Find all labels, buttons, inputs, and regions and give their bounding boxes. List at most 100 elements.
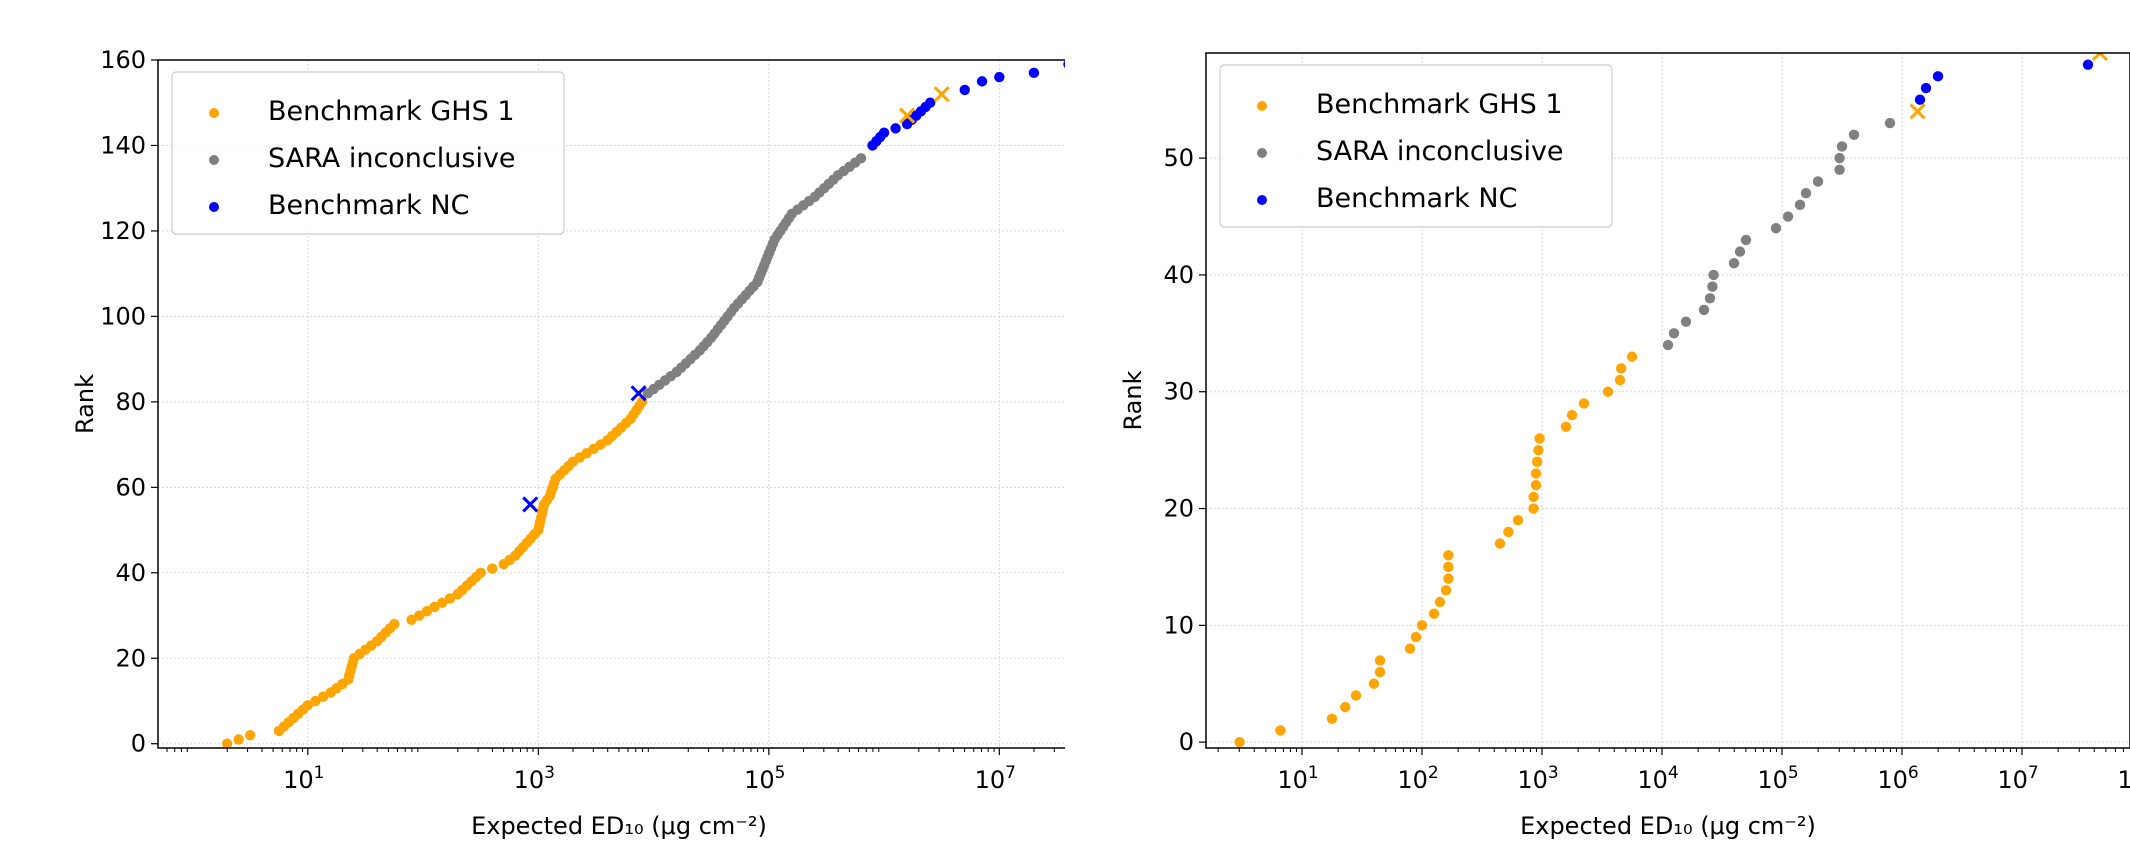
right-tick-label-y: 30 <box>1163 378 1194 406</box>
left-legend-label: Benchmark GHS 1 <box>268 96 515 127</box>
right-tick-label-y: 0 <box>1179 728 1194 756</box>
right-legend-marker <box>1257 101 1267 111</box>
left-point-benchmark-nc <box>994 71 1005 83</box>
right-point-benchmark-ghs-1 <box>1528 503 1539 514</box>
right-point-sara-inconclusive <box>1707 281 1718 292</box>
left-legend: Benchmark GHS 1 SARA inconclusive Benchmar… <box>171 71 565 235</box>
right-point-benchmark-ghs-1 <box>1528 491 1539 503</box>
left-tick-label-y: 120 <box>100 217 146 245</box>
right-point-benchmark-ghs-1 <box>1416 620 1428 631</box>
left-tick-label-y: 20 <box>115 644 146 672</box>
right-point-sara-inconclusive <box>1668 328 1680 339</box>
left-legend-marker <box>209 155 219 165</box>
right-point-sara-inconclusive <box>1794 199 1806 211</box>
right-tick-label-y: 50 <box>1163 144 1194 172</box>
right-point-benchmark-ghs-1 <box>1428 608 1440 619</box>
right-tick-label-x: 102 <box>1397 763 1438 794</box>
right-point-sara-inconclusive <box>1812 176 1824 187</box>
right-point-benchmark-ghs-1 <box>1434 596 1446 608</box>
right-tick-label-x: 103 <box>1517 763 1558 794</box>
right-tick-label-x: 101 <box>1277 763 1318 794</box>
right-point-benchmark-ghs-1 <box>1443 550 1454 561</box>
left-tick-label-x: 103 <box>514 763 555 794</box>
right-point-benchmark-ghs-1 <box>1275 725 1286 736</box>
left-point-benchmark-nc <box>1063 60 1065 69</box>
right-point-benchmark-nc <box>2082 59 2094 70</box>
left-point-benchmark-ghs-1 <box>317 691 329 702</box>
right-point-benchmark-ghs-1 <box>1602 386 1614 397</box>
right-point-benchmark-ghs-1 <box>1614 374 1626 386</box>
right-tick-label-x: 107 <box>1997 763 2038 794</box>
right-point-benchmark-ghs-1 <box>1404 643 1416 654</box>
right-point-benchmark-ghs-1 <box>1494 538 1506 549</box>
right-point-sara-inconclusive <box>1782 211 1794 222</box>
left-point-benchmark-nc <box>959 84 970 96</box>
left-point-benchmark-nc <box>890 123 901 134</box>
right-point-benchmark-ghs-1 <box>1566 409 1578 421</box>
left-point-benchmark-ghs-1 <box>245 729 256 741</box>
right-point-sara-inconclusive <box>1836 141 1848 152</box>
right-point-benchmark-ghs-1 <box>1534 433 1545 444</box>
right-tick-label-y: 10 <box>1163 611 1194 639</box>
right-point-sara-inconclusive <box>1698 304 1710 316</box>
right-point-sara-inconclusive <box>1708 269 1719 281</box>
right-tick-label-y: 40 <box>1163 261 1194 289</box>
left-point-benchmark-nc <box>976 76 988 87</box>
right-ticks: 101 102 103 104 105 106 107 108 0 10 20 30 40 50 <box>1163 144 2130 794</box>
left-xlabel: Expected ED₁₀ (μg cm⁻²) <box>471 812 767 840</box>
right-point-benchmark-ghs-1 <box>1530 479 1542 491</box>
right-point-benchmark-ghs-1 <box>1443 573 1454 584</box>
right-point-benchmark-ghs-1 <box>1440 585 1452 596</box>
left-tick-label-y: 40 <box>115 559 146 587</box>
left-x-marker <box>630 385 647 402</box>
right-tick-label-x: 108 <box>2117 763 2130 794</box>
right-point-benchmark-ghs-1 <box>1374 655 1386 666</box>
left-point-benchmark-ghs-1 <box>444 593 456 604</box>
right-ylabel: Rank <box>1119 370 1147 430</box>
left-point-sara-inconclusive <box>855 153 867 164</box>
left-point-benchmark-ghs-1 <box>421 606 433 617</box>
right-point-benchmark-nc <box>1932 71 1944 82</box>
right-frame <box>1205 52 2130 749</box>
right-legend-marker <box>1257 195 1267 205</box>
right-point-sara-inconclusive <box>1662 339 1674 351</box>
right-point-benchmark-ghs-1 <box>1626 351 1638 362</box>
left-point-benchmark-ghs-1 <box>437 597 448 608</box>
left-plot-area <box>221 60 1065 748</box>
left-legend-label: SARA inconclusive <box>268 143 516 174</box>
right-point-benchmark-ghs-1 <box>1532 456 1543 468</box>
right-point-benchmark-ghs-1 <box>1368 678 1380 689</box>
left-point-benchmark-ghs-1 <box>302 700 314 711</box>
right-legend: Benchmark GHS 1 SARA inconclusive Benchmar… <box>1219 64 1613 228</box>
right-tick-label-y: 20 <box>1163 495 1194 523</box>
chart-left: 101 103 105 107 0 20 40 60 80 100 120 140 160 Rank Exp… <box>71 46 1065 840</box>
left-legend-marker <box>209 202 219 212</box>
right-xlabel: Expected ED₁₀ (μg cm⁻²) <box>1520 812 1816 840</box>
right-tick-label-x: 104 <box>1637 763 1678 794</box>
left-x-marker <box>933 86 950 103</box>
right-point-benchmark-ghs-1 <box>1374 666 1386 678</box>
left-point-benchmark-nc <box>878 127 890 138</box>
right-point-sara-inconclusive <box>1834 152 1845 164</box>
left-x-marker <box>522 496 539 513</box>
right-x-marker <box>2091 53 2109 62</box>
left-tick-label-x: 105 <box>744 763 785 794</box>
right-point-benchmark-ghs-1 <box>1616 363 1627 374</box>
right-legend-box <box>1219 64 1613 228</box>
right-point-sara-inconclusive <box>1848 129 1860 140</box>
chart-right: 101 102 103 104 105 106 107 108 0 10 20 30 40 50 Rank E… <box>1119 52 2130 840</box>
right-point-sara-inconclusive <box>1800 187 1812 199</box>
left-legend-box <box>171 71 565 235</box>
right-point-benchmark-ghs-1 <box>1443 561 1454 573</box>
left-tick-label-y: 100 <box>100 302 146 330</box>
left-tick-label-x: 107 <box>975 763 1016 794</box>
left-tick-label-y: 160 <box>100 46 146 74</box>
left-tick-label-y: 140 <box>100 131 146 159</box>
left-x-marker <box>899 107 916 124</box>
left-tick-label-x: 101 <box>283 763 324 794</box>
left-point-benchmark-ghs-1 <box>429 601 440 613</box>
right-point-benchmark-ghs-1 <box>1530 468 1542 479</box>
left-point-benchmark-ghs-1 <box>406 614 417 626</box>
right-point-sara-inconclusive <box>1734 246 1746 257</box>
left-point-benchmark-nc <box>924 97 936 108</box>
